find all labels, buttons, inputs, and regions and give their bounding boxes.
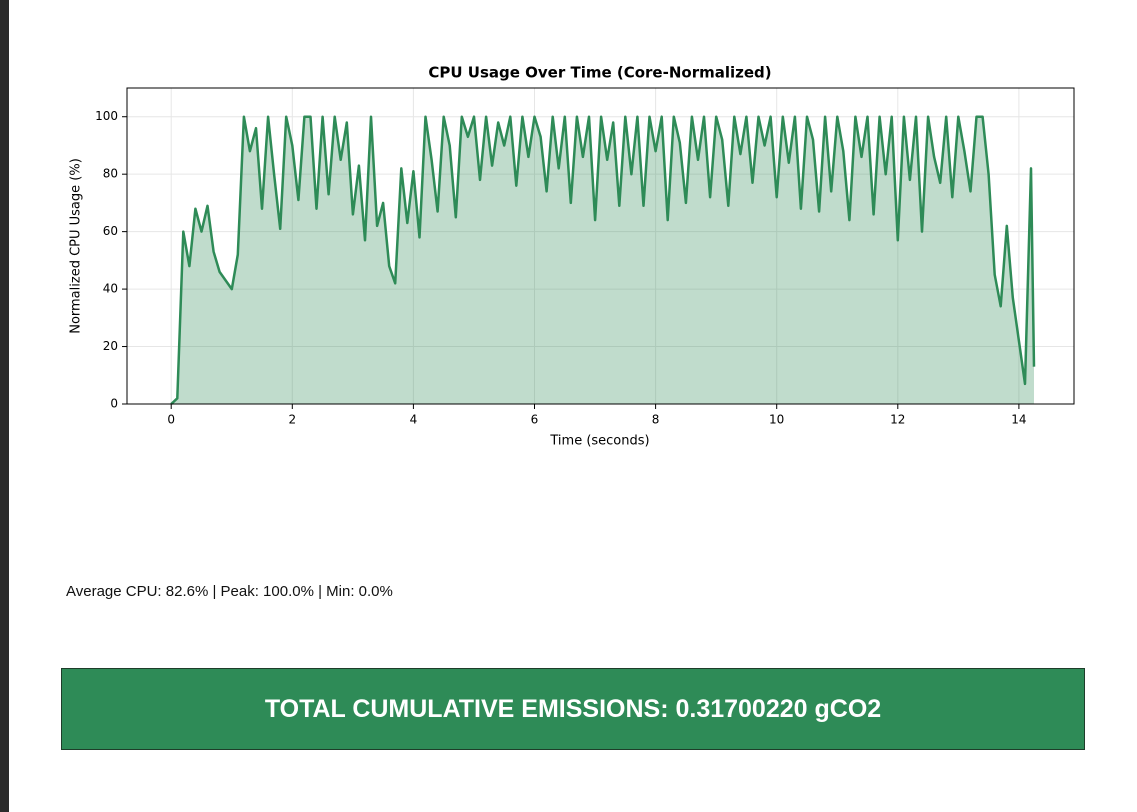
plot-frame [126,87,1075,405]
y-tick-label: 0 [110,397,118,411]
x-tick-label: 0 [167,413,175,427]
y-tick-label: 20 [103,339,118,353]
chart: CPU Usage Over Time (Core-Normalized) Ti… [69,64,1075,449]
stats-text: Average CPU: 82.6% | Peak: 100.0% | Min:… [66,583,393,600]
x-tick-label: 10 [769,413,784,427]
y-tick-label: 40 [103,282,118,296]
x-axis-label: Time (seconds) [549,434,649,449]
emissions-banner: TOTAL CUMULATIVE EMISSIONS: 0.31700220 g… [61,668,1085,750]
area [171,116,1034,404]
x-tick-label: 8 [652,413,660,427]
line [170,115,1036,405]
x-tick-label: 14 [1011,413,1026,427]
x-tick-label: 2 [288,413,296,427]
y-tick-label: 80 [103,167,118,181]
y-tick-label: 60 [103,224,118,238]
x-tick-label: 12 [890,413,905,427]
window-edge [0,0,9,812]
x-tick-label: 6 [531,413,539,427]
y-tick-label: 100 [95,109,118,123]
chart-title: CPU Usage Over Time (Core-Normalized) [428,64,771,82]
y-axis-label: Normalized CPU Usage (%) [69,158,84,334]
x-tick-label: 4 [410,413,418,427]
